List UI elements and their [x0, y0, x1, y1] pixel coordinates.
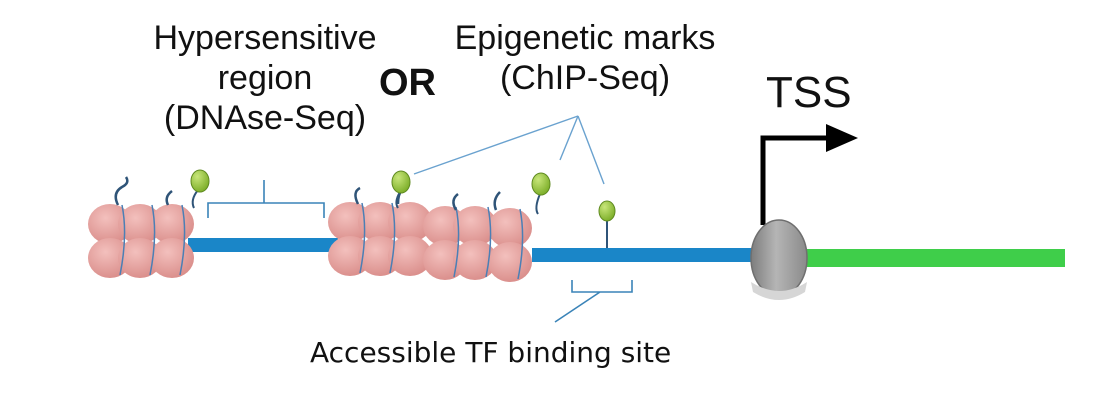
chipseq-callout-lines — [413, 115, 605, 185]
hypersensitive-label-line3: (DNAse-Seq) — [163, 99, 367, 137]
epigenetic-mark-4 — [598, 200, 616, 248]
nucleosome-cluster-1 — [88, 176, 194, 278]
binding-site-label: Accessible TF binding site — [310, 336, 672, 369]
tss-label: TSS — [766, 68, 852, 117]
epigenetic-label: Epigenetic marks (ChIP-Seq) — [425, 18, 745, 98]
hypersensitive-label: Hypersensitive region (DNAse-Seq) — [130, 18, 400, 138]
hypersensitive-label-line1: Hypersensitive — [153, 19, 377, 57]
or-label: OR — [379, 62, 436, 104]
rna-polymerase — [750, 219, 808, 300]
epigenetic-label-line2: (ChIP-Seq) — [499, 59, 671, 97]
hypersensitive-bracket — [207, 180, 325, 218]
tss-arrow — [760, 124, 858, 225]
nucleosome-cluster-2 — [328, 186, 532, 282]
open-dna-segment-2 — [532, 248, 754, 262]
gene-body — [805, 249, 1065, 267]
epigenetic-mark-2 — [391, 170, 411, 209]
epigenetic-mark-3 — [531, 172, 551, 215]
epigenetic-label-line1: Epigenetic marks — [454, 19, 716, 57]
open-dna-segment-1 — [188, 238, 338, 252]
epigenetic-mark-1 — [190, 169, 210, 209]
hypersensitive-label-line2: region — [217, 59, 313, 97]
binding-site-bracket — [554, 280, 633, 323]
